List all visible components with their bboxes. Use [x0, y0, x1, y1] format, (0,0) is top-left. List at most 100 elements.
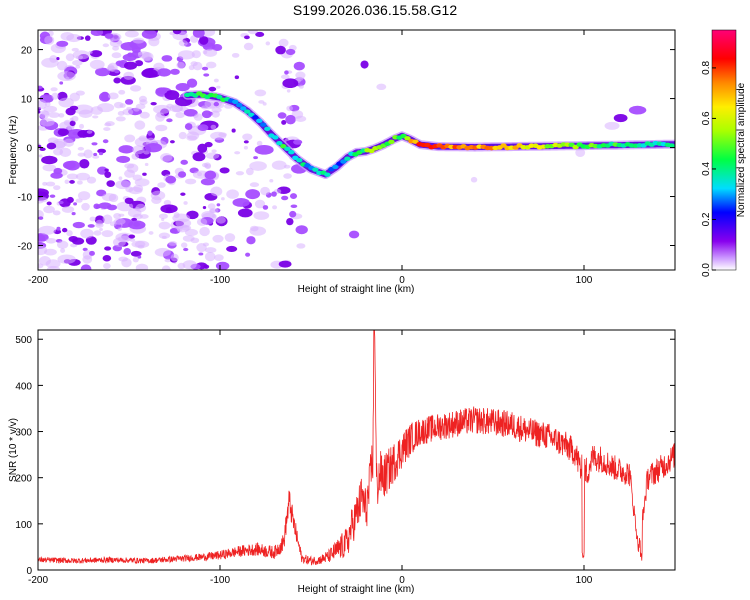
- spectrogram-noise-cell: [226, 189, 239, 199]
- spectrogram-noise-cell: [152, 104, 171, 115]
- spectrogram-noise-cell: [224, 233, 236, 242]
- spectrogram-noise-cell: [202, 242, 210, 247]
- spectrogram-noise-cell: [104, 171, 112, 179]
- spectrogram-noise-cell: [139, 111, 150, 119]
- spectrogram-noise-cell: [98, 202, 112, 209]
- spectrogram-noise-cell: [106, 180, 115, 187]
- spectrogram-noise-cell: [249, 161, 267, 171]
- spectrogram-noise-cell: [52, 210, 61, 216]
- spectrogram-noise-cell: [170, 253, 179, 262]
- spectrogram-noise-cell: [118, 176, 123, 180]
- spectrogram-noise-cell: [277, 112, 287, 119]
- spectrogram-noise-cell: [61, 227, 68, 233]
- spectrogram-noise-cell: [39, 118, 55, 127]
- spectrogram-noise-cell: [282, 78, 299, 88]
- spectrogram-noise-cell: [134, 120, 146, 130]
- spectrogram-ridge-cell: [344, 156, 351, 161]
- spectrogram-noise-cell: [184, 178, 197, 185]
- spectrogram-noise-cell: [57, 128, 69, 136]
- spectrogram-noise-cell: [196, 218, 208, 226]
- spectrogram-noise-cell: [79, 158, 90, 169]
- spectrogram-noise-cell: [180, 159, 188, 165]
- spectrogram-noise-cell: [58, 200, 64, 205]
- spectrogram-noise-cell: [80, 228, 94, 239]
- spectrogram-noise-cell: [296, 243, 306, 249]
- spectrogram-x-ticks: -200 -100 0 100: [28, 30, 593, 286]
- spectrogram-noise-cell: [77, 152, 86, 157]
- spectrogram-noise-cell: [144, 143, 163, 153]
- spectrogram-noise-cell: [286, 105, 293, 112]
- spectrogram-noise-cell: [211, 43, 223, 52]
- spectrogram-noise-cell: [245, 189, 261, 200]
- chart-title: S199.2026.036.15.58.G12: [293, 2, 457, 18]
- snr-y-tick-label: 400: [15, 381, 32, 392]
- spectrogram-noise-cell: [262, 205, 269, 210]
- spectrogram-noise-cell: [243, 42, 254, 51]
- spectrogram-noise-cell: [376, 83, 387, 91]
- spectrogram-noise-cell: [256, 140, 263, 147]
- spectrogram-noise-cell: [245, 167, 254, 176]
- spectrogram-noise-cell: [53, 167, 63, 175]
- spectrogram-noise-cell: [255, 31, 265, 37]
- spectrogram-noise-cell: [294, 115, 307, 122]
- spectrogram-noise-cell: [216, 216, 226, 224]
- spectrogram-ridge-cell: [276, 140, 283, 146]
- spectrogram-noise-cell: [286, 217, 294, 226]
- spectrogram-noise-cell: [197, 124, 209, 132]
- spectrogram-x-tick-label: -100: [210, 275, 230, 286]
- spectrogram-noise-cell: [253, 211, 270, 220]
- spectrogram-noise-cell: [135, 263, 149, 270]
- spectrogram-noise-cell: [278, 260, 292, 268]
- spectrogram-noise-cell: [290, 204, 298, 208]
- spectrogram-noise-cell: [123, 247, 132, 256]
- spectrogram-noise-cell: [45, 181, 56, 187]
- spectrogram-noise-cell: [108, 92, 119, 100]
- spectrogram-noise-cell: [93, 230, 102, 236]
- spectrogram-y-axis-label: Frequency (Hz): [8, 116, 19, 185]
- spectrogram-noise-cell: [81, 202, 90, 211]
- snr-frame: [37, 329, 676, 571]
- spectrogram-noise-cell: [219, 167, 230, 174]
- spectrogram-noise-cell: [212, 234, 224, 243]
- spectrogram-noise-cell: [102, 43, 110, 48]
- spectrogram-ridge-cell: [324, 172, 331, 177]
- spectrogram-noise-cell: [575, 148, 586, 157]
- spectrogram-noise-cell: [215, 261, 230, 270]
- spectrogram-ridge-cell: [388, 139, 395, 145]
- spectrogram-noise-cell: [64, 179, 70, 185]
- spectrogram-noise-cell: [275, 45, 286, 55]
- spectrogram-noise-cell: [216, 85, 221, 89]
- spectrogram-ridge-cell: [284, 146, 291, 152]
- snr-x-tick-label: -200: [28, 575, 48, 586]
- spectrogram-noise-cell: [113, 218, 126, 225]
- spectrogram-ridge-cell: [280, 144, 287, 149]
- spectrogram-noise-cell: [150, 190, 166, 201]
- spectrogram-noise-cell: [101, 230, 114, 238]
- spectrogram-ridge-cell: [236, 102, 243, 108]
- spectrogram-noise-cell: [243, 145, 248, 150]
- spectrogram-noise-cell: [46, 265, 60, 270]
- spectrogram-noise-cell: [118, 213, 125, 217]
- spectrogram-noise-cell: [46, 201, 52, 206]
- spectrogram-noise-cell: [75, 198, 83, 203]
- spectrogram-noise-cell: [38, 216, 44, 220]
- spectrogram-noise-cell: [38, 110, 41, 114]
- spectrogram-noise-cell: [234, 75, 240, 80]
- spectrogram-ridge-cell: [404, 136, 411, 141]
- spectrogram-ridge-cell: [296, 157, 303, 163]
- spectrogram-noise-cell: [115, 116, 126, 122]
- spectrogram-noise-cell: [124, 30, 139, 38]
- spectrogram-noise-cell: [132, 145, 145, 155]
- spectrogram-noise-cell: [210, 186, 223, 197]
- spectrogram-noise-cell: [184, 123, 193, 130]
- spectrogram-noise-cell: [48, 112, 60, 118]
- spectrogram-ridge-cell: [256, 118, 263, 124]
- spectrogram-noise-cell: [158, 232, 171, 239]
- spectrogram-noise-cell: [38, 99, 47, 110]
- spectrogram-noise-cell: [141, 30, 158, 39]
- spectrogram-noise-cell: [247, 30, 258, 35]
- spectrogram-noise-cell: [205, 61, 217, 69]
- spectrogram-noise-cell: [231, 128, 236, 133]
- spectrogram-noise-cell: [102, 255, 112, 262]
- spectrogram-noise-cell: [293, 61, 305, 71]
